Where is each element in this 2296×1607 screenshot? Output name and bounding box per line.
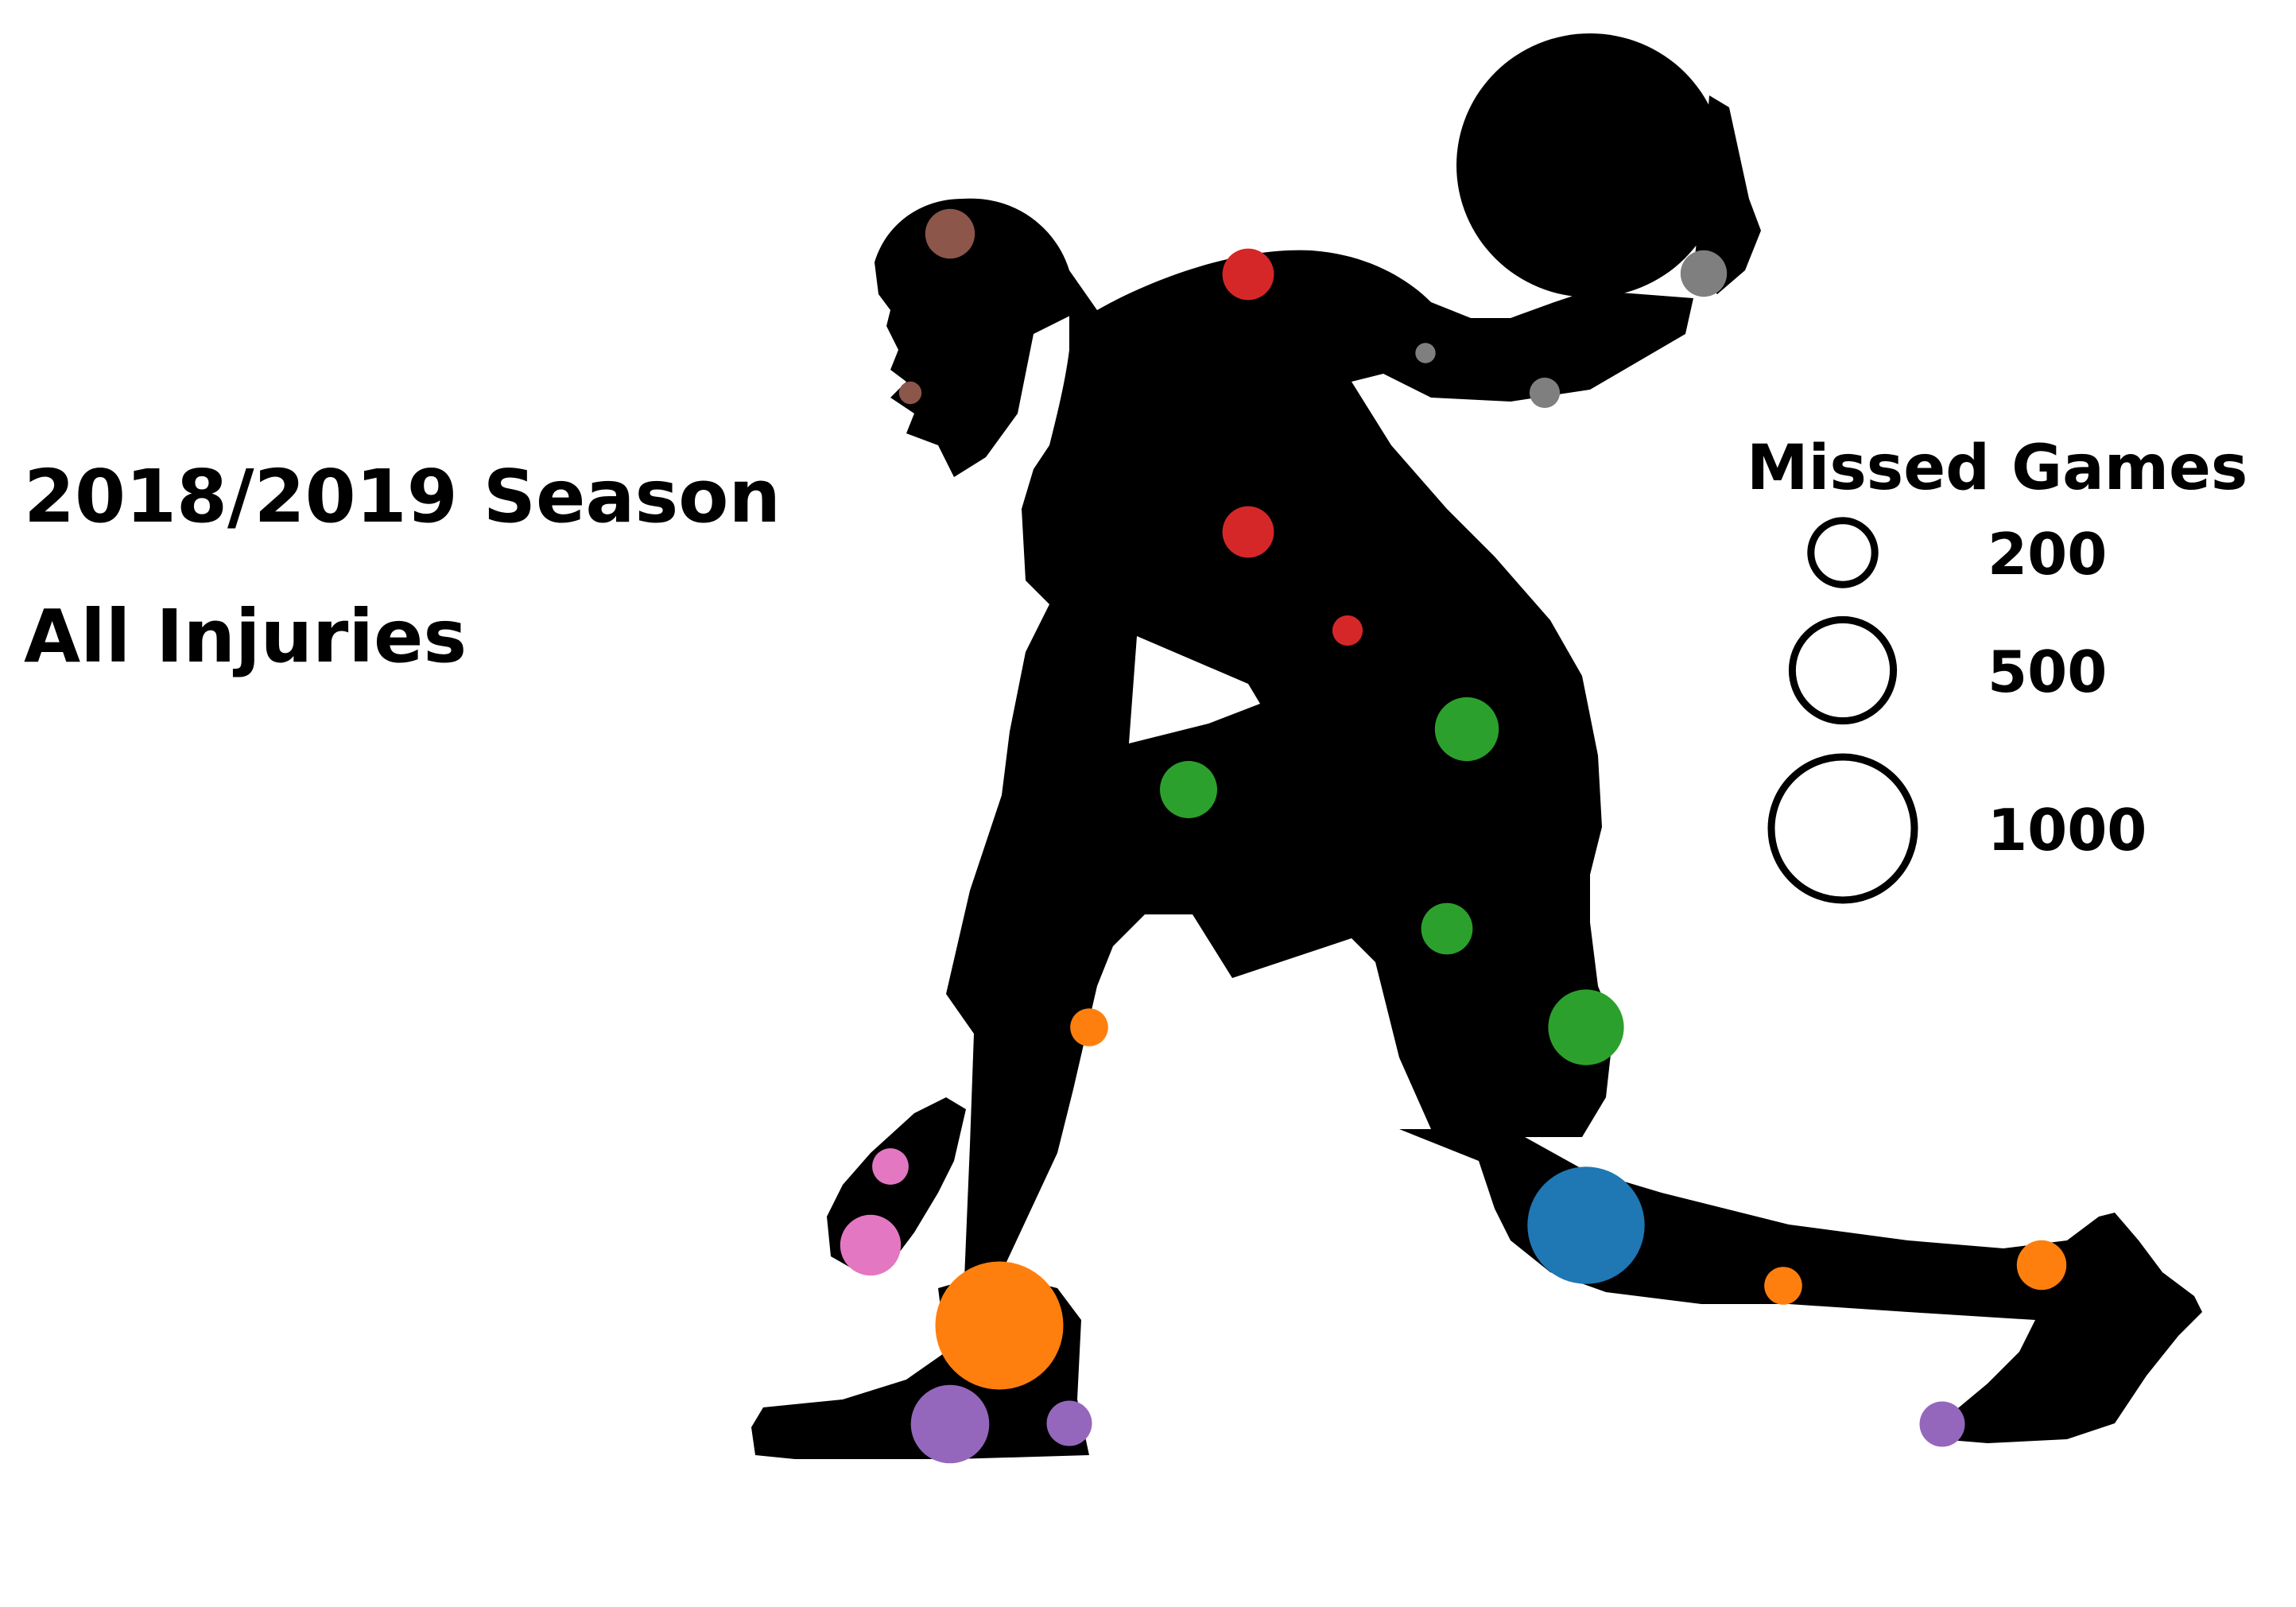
- legend-size-label: 1000: [1988, 797, 2147, 864]
- injury-bubble: [2016, 1240, 2067, 1291]
- injury-bubble: [1332, 615, 1363, 646]
- legend-size-circle: [1788, 615, 1898, 725]
- injury-bubble: [910, 1384, 990, 1464]
- size-legend: Missed Games 200 500 1000: [1747, 433, 2248, 904]
- injury-bubble: [1222, 248, 1274, 301]
- injury-bubble: [1529, 377, 1561, 409]
- injury-bubble: [1680, 250, 1728, 297]
- injury-bubble: [1919, 1401, 1965, 1447]
- legend-size-circle: [1767, 753, 1918, 904]
- injury-bubble: [935, 1261, 1064, 1390]
- injury-bubble: [1434, 697, 1499, 762]
- injury-bubble: [1764, 1267, 1802, 1305]
- injury-bubble: [1046, 1400, 1092, 1446]
- chart-subtitle: All Injuries: [24, 594, 467, 679]
- silhouette-gap: [1129, 636, 1260, 743]
- legend-title: Missed Games: [1747, 433, 2248, 504]
- injury-bubble: [1548, 989, 1624, 1066]
- injury-bubble: [872, 1148, 909, 1185]
- injury-bubble: [1222, 506, 1274, 558]
- legend-size-label: 500: [1988, 639, 2107, 705]
- injury-bubble: [1415, 343, 1436, 363]
- legend-size-label: 200: [1988, 521, 2107, 588]
- injury-bubble: [1070, 1008, 1108, 1046]
- injury-bubble: [898, 381, 922, 405]
- injury-bubble: [840, 1214, 902, 1276]
- chart-title: 2018/2019 Season: [24, 454, 781, 539]
- legend-size-circle: [1807, 517, 1879, 588]
- injury-bubble: [1527, 1166, 1645, 1284]
- injury-bubble: [925, 208, 975, 259]
- injury-bubble: [1421, 902, 1473, 955]
- injury-bubble: [1160, 761, 1217, 818]
- injury-bubbles: [840, 208, 2067, 1464]
